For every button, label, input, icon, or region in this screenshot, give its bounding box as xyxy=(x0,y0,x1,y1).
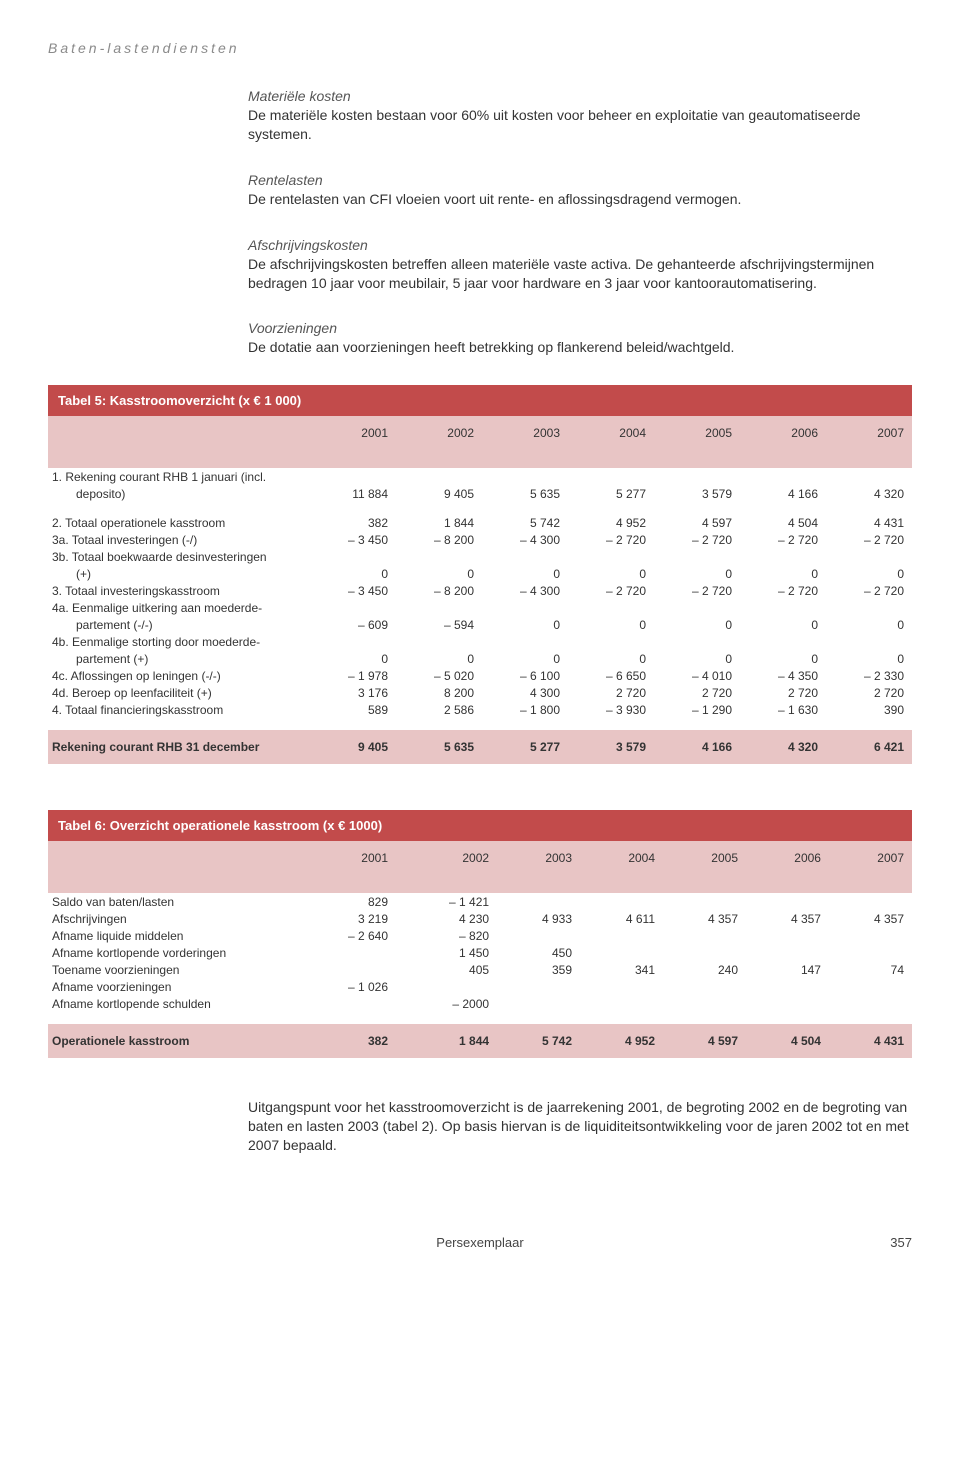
year-col: 2004 xyxy=(580,841,663,893)
section-heading: Voorzieningen xyxy=(248,320,912,336)
section-text: De materiële kosten bestaan voor 60% uit… xyxy=(248,106,912,144)
year-col: 2006 xyxy=(746,841,829,893)
table5-caption: Tabel 5: Kasstroomoverzicht (x € 1 000) xyxy=(48,385,912,416)
table-row: Afname kortlopende schulden– 2000 xyxy=(48,995,912,1012)
section-voorzieningen: Voorzieningen De dotatie aan voorziening… xyxy=(248,320,912,357)
section-text: De afschrijvingskosten betreffen alleen … xyxy=(248,255,912,293)
year-col: 2001 xyxy=(308,841,396,893)
table-row: 4c. Aflossingen op leningen (-/-)– 1 978… xyxy=(48,667,912,684)
section-text: De dotatie aan voorzieningen heeft betre… xyxy=(248,338,912,357)
section-rentelasten: Rentelasten De rentelasten van CFI vloei… xyxy=(248,172,912,209)
table-row: Afname liquide middelen– 2 640– 820 xyxy=(48,927,912,944)
section-heading: Afschrijvingskosten xyxy=(248,237,912,253)
year-col: 2003 xyxy=(482,416,568,468)
year-col: 2002 xyxy=(396,416,482,468)
table-row: partement (-/-)– 609– 59400000 xyxy=(48,616,912,633)
table-row: Toename voorzieningen40535934124014774 xyxy=(48,961,912,978)
table-row: deposito)11 8849 4055 6355 2773 5794 166… xyxy=(48,485,912,502)
table-row: Afname kortlopende vorderingen1 450450 xyxy=(48,944,912,961)
table6: 2001 2002 2003 2004 2005 2006 2007 Saldo… xyxy=(48,841,912,1058)
table-row: 3a. Totaal investeringen (-/)– 3 450– 8 … xyxy=(48,531,912,548)
year-col: 2006 xyxy=(740,416,826,468)
table-row: Saldo van baten/lasten829– 1 421 xyxy=(48,893,912,910)
table-row: Afname voorzieningen– 1 026 xyxy=(48,978,912,995)
table-row: 2. Totaal operationele kasstroom3821 844… xyxy=(48,514,912,531)
table-row: 3. Totaal investeringskasstroom– 3 450– … xyxy=(48,582,912,599)
table-row: 4b. Eenmalige storting door moederde- xyxy=(48,633,912,650)
table5: 2001 2002 2003 2004 2005 2006 2007 1. Re… xyxy=(48,416,912,764)
table-row: 4a. Eenmalige uitkering aan moederde- xyxy=(48,599,912,616)
table5-summary-row: Rekening courant RHB 31 december9 4055 6… xyxy=(48,730,912,764)
year-col: 2005 xyxy=(654,416,740,468)
year-col: 2001 xyxy=(308,416,396,468)
table6-summary-row: Operationele kasstroom3821 8445 7424 952… xyxy=(48,1024,912,1058)
year-col: 2002 xyxy=(396,841,497,893)
table-row: 3b. Totaal boekwaarde desinvesteringen xyxy=(48,548,912,565)
section-afschrijvingskosten: Afschrijvingskosten De afschrijvingskost… xyxy=(248,237,912,293)
closing-paragraph: Uitgangspunt voor het kasstroomoverzicht… xyxy=(248,1098,912,1155)
section-materiele-kosten: Materiële kosten De materiële kosten bes… xyxy=(248,88,912,144)
year-col: 2007 xyxy=(829,841,912,893)
table5-header-row: 2001 2002 2003 2004 2005 2006 2007 xyxy=(48,416,912,468)
table6-caption: Tabel 6: Overzicht operationele kasstroo… xyxy=(48,810,912,841)
page-footer: Persexemplaar 357 xyxy=(48,1235,912,1250)
table-row: partement (+)0000000 xyxy=(48,650,912,667)
year-col: 2007 xyxy=(826,416,912,468)
table6-header-row: 2001 2002 2003 2004 2005 2006 2007 xyxy=(48,841,912,893)
page-header: Baten-lastendiensten xyxy=(48,40,912,56)
table-row: 1. Rekening courant RHB 1 januari (incl. xyxy=(48,468,912,485)
year-col: 2004 xyxy=(568,416,654,468)
table-row: Afschrijvingen3 2194 2304 9334 6114 3574… xyxy=(48,910,912,927)
table-row: 4. Totaal financieringskasstroom5892 586… xyxy=(48,701,912,718)
table-row: 4d. Beroep op leenfaciliteit (+)3 1768 2… xyxy=(48,684,912,701)
year-col: 2003 xyxy=(497,841,580,893)
footer-label: Persexemplaar xyxy=(436,1235,523,1250)
section-text: De rentelasten van CFI vloeien voort uit… xyxy=(248,190,912,209)
section-heading: Rentelasten xyxy=(248,172,912,188)
year-col: 2005 xyxy=(663,841,746,893)
page-number: 357 xyxy=(890,1235,912,1250)
table-row: (+)0000000 xyxy=(48,565,912,582)
section-heading: Materiële kosten xyxy=(248,88,912,104)
